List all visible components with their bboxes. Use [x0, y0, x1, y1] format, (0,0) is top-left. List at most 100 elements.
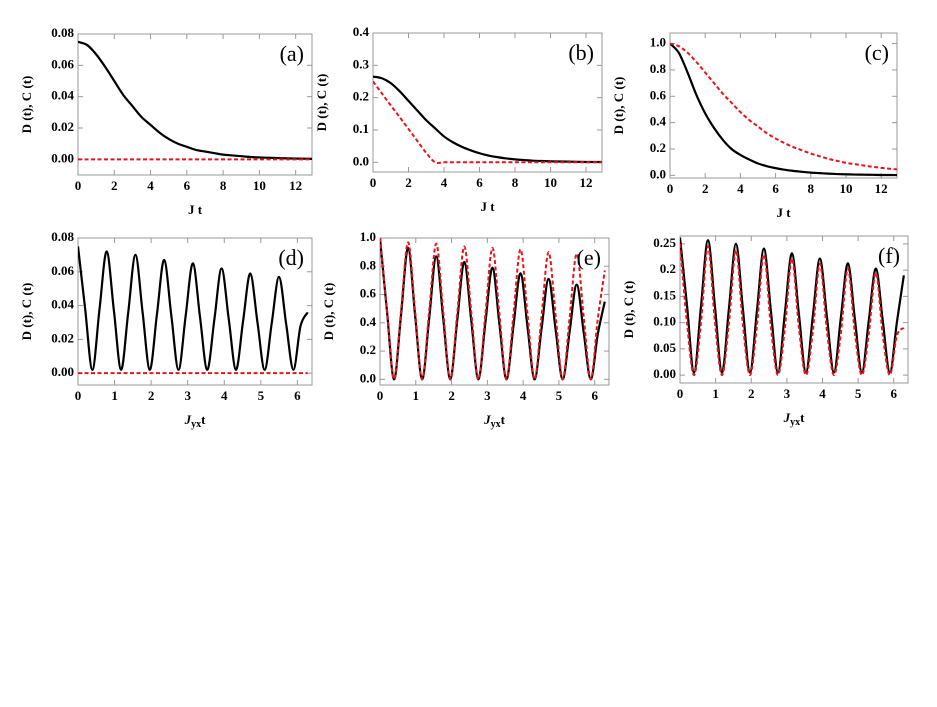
- y-tick-label: 0.04: [51, 297, 74, 312]
- x-tick-label: 3: [184, 388, 191, 403]
- x-tick-label: 4: [221, 388, 228, 403]
- x-axis-label: Jyxt: [783, 410, 806, 428]
- y-tick-label: 1.0: [650, 35, 666, 50]
- data-line: [78, 246, 309, 371]
- y-tick-label: 0.04: [51, 88, 74, 103]
- x-axis-label: J t: [188, 202, 203, 217]
- y-axis-label: D (t), C (t): [321, 283, 336, 341]
- x-tick-label: 1: [712, 386, 719, 401]
- x-tick-label: 10: [253, 178, 266, 193]
- y-tick-label: 0.0: [650, 166, 666, 181]
- y-tick-label: 0.8: [650, 61, 667, 76]
- x-tick-label: 2: [405, 175, 412, 190]
- x-label-sub: yx: [790, 417, 800, 428]
- x-tick-label: 6: [891, 386, 898, 401]
- y-axis-label: D (t), C (t): [314, 74, 329, 132]
- x-tick-label: 2: [111, 178, 118, 193]
- y-tick-label: 0.2: [353, 89, 369, 104]
- x-tick-label: 6: [294, 388, 301, 403]
- x-tick-label: 5: [556, 388, 563, 403]
- y-tick-label: 1.0: [360, 229, 376, 244]
- y-tick-label: 0.25: [653, 235, 676, 250]
- y-tick-label: 0.2: [660, 261, 676, 276]
- panel: 0.0 0.1 0.2 0.3 0.4 0 2 4 6 8 10 12 (b) D (t), C (t) J…: [314, 24, 603, 214]
- x-tick-label: 0: [75, 388, 82, 403]
- panel: 0.0 0.2 0.4 0.6 0.8 1.0 0 1 2 3 4 5 6 (e) D (t), C (t)…: [321, 229, 610, 430]
- x-tick-label: 6: [184, 178, 191, 193]
- x-tick-label: 6: [476, 175, 483, 190]
- y-axis-label: D (t), C (t): [19, 283, 34, 341]
- y-tick-label: 0.0: [360, 370, 376, 385]
- x-tick-label: 10: [839, 181, 852, 196]
- data-line: [373, 75, 602, 164]
- y-tick-label: 0.4: [360, 314, 377, 329]
- y-tick-label: 0.15: [653, 287, 676, 302]
- x-tick-label: 6: [591, 388, 598, 403]
- data-line: [78, 40, 312, 160]
- x-tick-label: 10: [544, 175, 557, 190]
- plot-frame: [77, 33, 313, 176]
- y-axis-label: D (t), C (t): [19, 76, 34, 134]
- x-axis-label: Jyxt: [483, 412, 506, 430]
- panel: 0.0 0.2 0.4 0.6 0.8 1.0 0 2 4 6 8 10 12 (c) D (t), C (…: [611, 32, 898, 220]
- plot-frame: [669, 32, 898, 179]
- data-line: [670, 42, 897, 177]
- panel-label: (f): [878, 243, 900, 268]
- y-tick-label: 0.2: [650, 140, 666, 155]
- x-axis-label: J t: [480, 199, 495, 214]
- y-tick-label: 0.8: [360, 257, 377, 272]
- panel-label: (b): [568, 40, 594, 65]
- x-tick-label: 0: [667, 181, 674, 196]
- y-tick-label: 0.1: [353, 121, 369, 136]
- x-tick-label: 0: [677, 386, 684, 401]
- y-tick-label: 0.05: [653, 340, 676, 355]
- y-tick-label: 0.00: [51, 364, 74, 379]
- x-label-sub: yx: [491, 419, 501, 430]
- x-axis-label: J t: [776, 205, 791, 220]
- y-tick-label: 0.06: [51, 56, 74, 71]
- x-tick-label: 4: [147, 178, 154, 193]
- x-tick-label: 12: [875, 181, 888, 196]
- x-tick-label: 0: [75, 178, 82, 193]
- x-tick-label: 6: [772, 181, 779, 196]
- y-tick-label: 0.0: [353, 153, 369, 168]
- panel-label: (a): [280, 41, 304, 66]
- y-tick-label: 0.02: [51, 330, 74, 345]
- x-tick-label: 2: [748, 386, 755, 401]
- x-label-main: J: [783, 410, 791, 425]
- y-tick-label: 0.2: [360, 342, 376, 357]
- y-tick-label: 0.3: [353, 56, 370, 71]
- y-tick-label: 0.00: [51, 150, 74, 165]
- plot-frame: [77, 237, 313, 386]
- x-tick-label: 0: [370, 175, 377, 190]
- plot-frame: [679, 235, 909, 384]
- data-line: [373, 80, 602, 164]
- panel-label: (e): [577, 245, 601, 270]
- x-tick-label: 4: [737, 181, 744, 196]
- x-axis-label: Jyxt: [184, 412, 207, 430]
- x-label-tail: t: [501, 412, 506, 427]
- x-tick-label: 3: [484, 388, 491, 403]
- x-tick-label: 2: [448, 388, 455, 403]
- y-tick-label: 0.00: [653, 366, 676, 381]
- x-label-main: J: [483, 412, 491, 427]
- x-tick-label: 8: [808, 181, 815, 196]
- y-tick-label: 0.10: [653, 314, 676, 329]
- y-tick-label: 0.08: [51, 229, 74, 244]
- x-tick-label: 8: [512, 175, 519, 190]
- panel: 0.00 0.02 0.04 0.06 0.08 0 1 2 3 4 5 6 (d) D (t), C (…: [19, 229, 313, 430]
- x-tick-label: 12: [580, 175, 593, 190]
- y-tick-label: 0.6: [650, 87, 667, 102]
- x-tick-label: 0: [377, 388, 384, 403]
- x-tick-label: 4: [520, 388, 527, 403]
- x-tick-label: 12: [289, 178, 302, 193]
- x-tick-label: 4: [441, 175, 448, 190]
- y-tick-label: 0.6: [360, 286, 377, 301]
- x-tick-label: 5: [258, 388, 265, 403]
- x-label-main: J: [184, 412, 192, 427]
- plot-frame: [372, 32, 603, 173]
- y-tick-label: 0.06: [51, 263, 74, 278]
- data-line: [670, 42, 897, 171]
- data-line: [380, 238, 606, 381]
